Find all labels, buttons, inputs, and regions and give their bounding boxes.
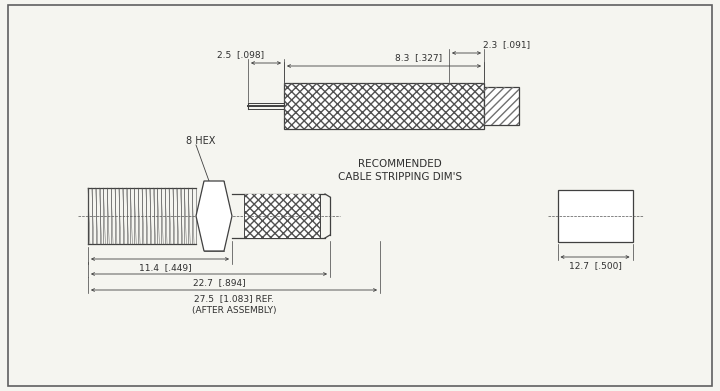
Polygon shape (196, 181, 232, 251)
Text: 2.5  [.098]: 2.5 [.098] (217, 50, 264, 59)
Bar (484, 87, 519, 125)
Text: 12.7  [.500]: 12.7 [.500] (569, 262, 621, 271)
Text: 22.7  [.894]: 22.7 [.894] (193, 278, 246, 287)
Bar (557, 190, 632, 242)
Bar (284, 83, 484, 129)
Text: 8 HEX: 8 HEX (186, 136, 215, 146)
Text: RECOMMENDED: RECOMMENDED (358, 159, 442, 169)
Text: 11.4  [.449]: 11.4 [.449] (139, 264, 192, 273)
Bar (244, 194, 320, 238)
Bar (484, 87, 519, 125)
Text: (AFTER ASSEMBLY): (AFTER ASSEMBLY) (192, 305, 276, 314)
Bar (244, 194, 320, 238)
Text: 27.5  [1.083] REF.: 27.5 [1.083] REF. (194, 294, 274, 303)
Text: CABLE STRIPPING DIM'S: CABLE STRIPPING DIM'S (338, 172, 462, 182)
Text: 2.3  [.091]: 2.3 [.091] (483, 41, 530, 50)
Bar (284, 83, 484, 129)
Text: 8.3  [.327]: 8.3 [.327] (395, 54, 443, 63)
